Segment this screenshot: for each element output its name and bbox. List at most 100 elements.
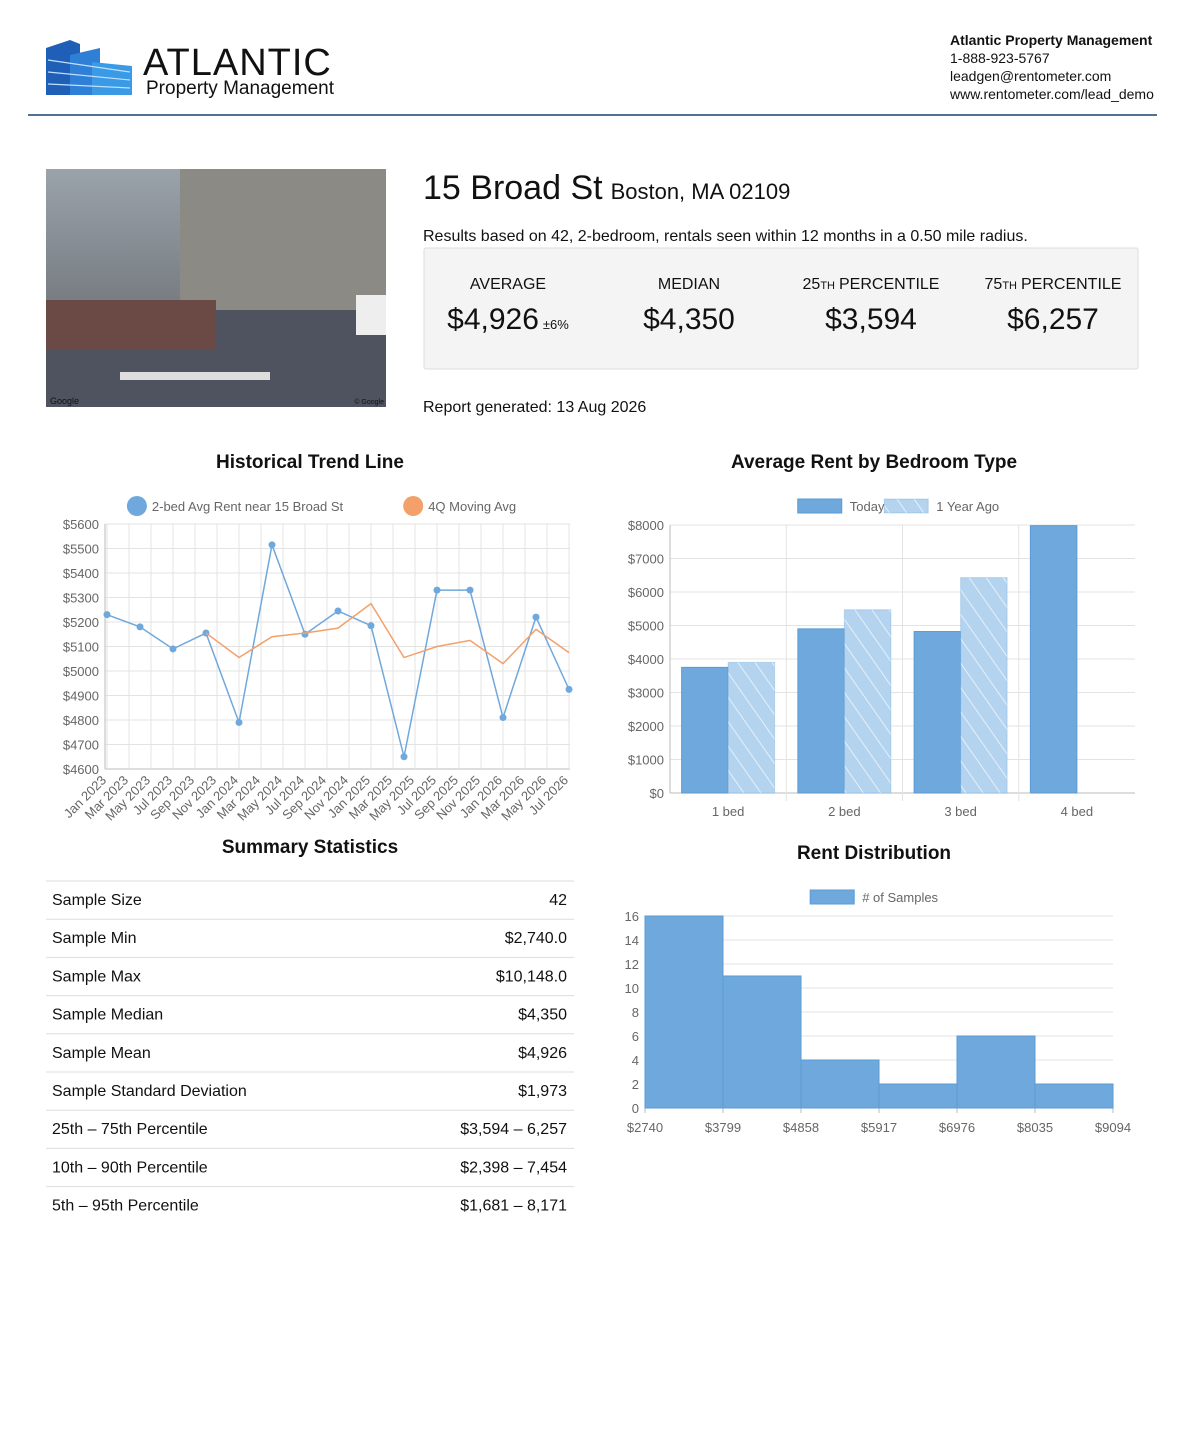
y-tick-label: $5000	[63, 664, 99, 679]
line	[106, 542, 570, 757]
histogram-bar	[644, 915, 724, 1109]
legend-label: 1 Year Ago	[936, 499, 999, 514]
row-value: $10,148.0	[496, 968, 567, 985]
row-label: 10th – 90th Percentile	[52, 1159, 208, 1176]
x-tick-label: $4858	[783, 1120, 819, 1135]
y-tick-label: $3000	[628, 686, 664, 701]
y-tick-label: $8000	[628, 518, 664, 533]
stat-label: 75TH PERCENTILE	[985, 276, 1122, 293]
point	[499, 714, 507, 722]
stat-suffix: TH	[820, 280, 835, 292]
y-tick-label: $5200	[63, 615, 99, 630]
chart: Rent Distribution 0 2 4 6 8 10 12 14 16 # of Sampl…	[625, 843, 1132, 1135]
stat-value: $6,257	[1007, 303, 1099, 336]
y-tick-label: 2	[632, 1077, 639, 1092]
y-tick-label: $4000	[628, 652, 664, 667]
logo-tagline: Property Management	[146, 78, 335, 99]
y-tick-label: $5000	[628, 619, 664, 634]
point	[532, 613, 540, 621]
stat-ordinal: 75	[985, 276, 1003, 293]
point	[235, 718, 243, 726]
photo-credit: Google	[50, 396, 79, 406]
stat-number: $4,350	[643, 303, 735, 336]
stat-label-text: PERCENTILE	[839, 276, 939, 293]
row-value: $4,350	[518, 1007, 567, 1024]
point	[103, 611, 111, 619]
row-value: $3,594 – 6,257	[460, 1121, 567, 1138]
y-tick-label: $4900	[63, 689, 99, 704]
chart: Average Rent by Bedroom Type $0 $1000 $2000…	[628, 452, 1135, 819]
y-tick-label: $5600	[63, 517, 99, 532]
histogram-bar	[956, 1035, 1036, 1109]
y-tick-label: $6000	[628, 585, 664, 600]
row-value: $1,973	[518, 1083, 567, 1100]
company: Atlantic Property Management	[950, 32, 1153, 48]
legend-label: # of Samples	[862, 890, 938, 905]
stat-label-text: MEDIAN	[658, 276, 720, 293]
stat-number: $4,926	[447, 303, 539, 336]
histogram-bar	[722, 975, 802, 1109]
row-value: $2,740.0	[505, 930, 567, 947]
stat-value: $3,594	[825, 303, 917, 336]
description: Results based on 42, 2-bedroom, rentals …	[423, 228, 1028, 245]
x-tick-label: $2740	[627, 1120, 663, 1135]
x-tick-label: 4 bed	[1061, 804, 1094, 819]
row-label: 5th – 95th Percentile	[52, 1198, 199, 1215]
stat-number: $6,257	[1007, 303, 1099, 336]
row-label: Sample Max	[52, 968, 141, 985]
row-value: $2,398 – 7,454	[460, 1159, 567, 1176]
row-label: Sample Size	[52, 892, 142, 909]
row-value: $1,681 – 8,171	[460, 1198, 567, 1215]
stat-label: MEDIAN	[658, 276, 720, 293]
x-tick-label: $6976	[939, 1120, 975, 1135]
point	[334, 607, 342, 615]
y-tick-label: 4	[632, 1053, 639, 1068]
stat-label: AVERAGE	[470, 276, 546, 293]
website: www.rentometer.com/lead_demo	[949, 86, 1154, 102]
y-tick-label: $7000	[628, 552, 664, 567]
x-tick-label: 2 bed	[828, 804, 861, 819]
email: leadgen@rentometer.com	[950, 68, 1111, 84]
y-tick-label: $5300	[63, 591, 99, 606]
bar	[960, 577, 1008, 794]
y-tick-label: 16	[625, 909, 639, 924]
point	[400, 753, 408, 761]
y-tick-label: $4800	[63, 713, 99, 728]
legend-marker	[883, 498, 929, 514]
row-label: 25th – 75th Percentile	[52, 1121, 208, 1138]
charts: Historical Trend Line $4600 $4700 $4800 $490…	[61, 452, 1135, 1135]
y-tick-label: $0	[650, 786, 664, 801]
bar	[1029, 525, 1078, 794]
y-tick-label: $5500	[63, 542, 99, 557]
phone: 1-888-923-5767	[950, 50, 1050, 66]
row-label: Sample Min	[52, 930, 136, 947]
legend-marker	[403, 496, 424, 516]
x-tick-label: 1 bed	[712, 804, 745, 819]
row-label: Sample Mean	[52, 1045, 151, 1062]
legend-label: 4Q Moving Avg	[428, 499, 516, 514]
line	[205, 602, 570, 665]
row-label: Sample Median	[52, 1007, 163, 1024]
bar	[797, 628, 845, 794]
contact: Atlantic Property Management 1-888-923-5…	[949, 32, 1154, 102]
point	[565, 685, 573, 693]
stat-number: $3,594	[825, 303, 917, 336]
x-tick-label: $9094	[1095, 1120, 1131, 1135]
histogram-bar	[1034, 1083, 1114, 1109]
legend-marker	[797, 498, 843, 514]
legend-label: Today	[850, 499, 885, 514]
summary-title: Summary Statistics	[222, 837, 398, 858]
chart-title: Rent Distribution	[797, 843, 951, 864]
chart-title: Average Rent by Bedroom Type	[731, 452, 1017, 473]
photo: Google © Google	[46, 169, 386, 407]
bar	[913, 631, 962, 794]
bar	[727, 661, 776, 794]
street: 15 Broad St	[423, 169, 603, 207]
logo-name: ATLANTIC	[143, 42, 332, 84]
legend-marker	[126, 496, 147, 516]
legend-label: 2-bed Avg Rent near 15 Broad St	[152, 499, 344, 514]
stat-value: $4,350	[643, 303, 735, 336]
row-value: $4,926	[518, 1045, 567, 1062]
stat-ordinal: 25	[803, 276, 821, 293]
